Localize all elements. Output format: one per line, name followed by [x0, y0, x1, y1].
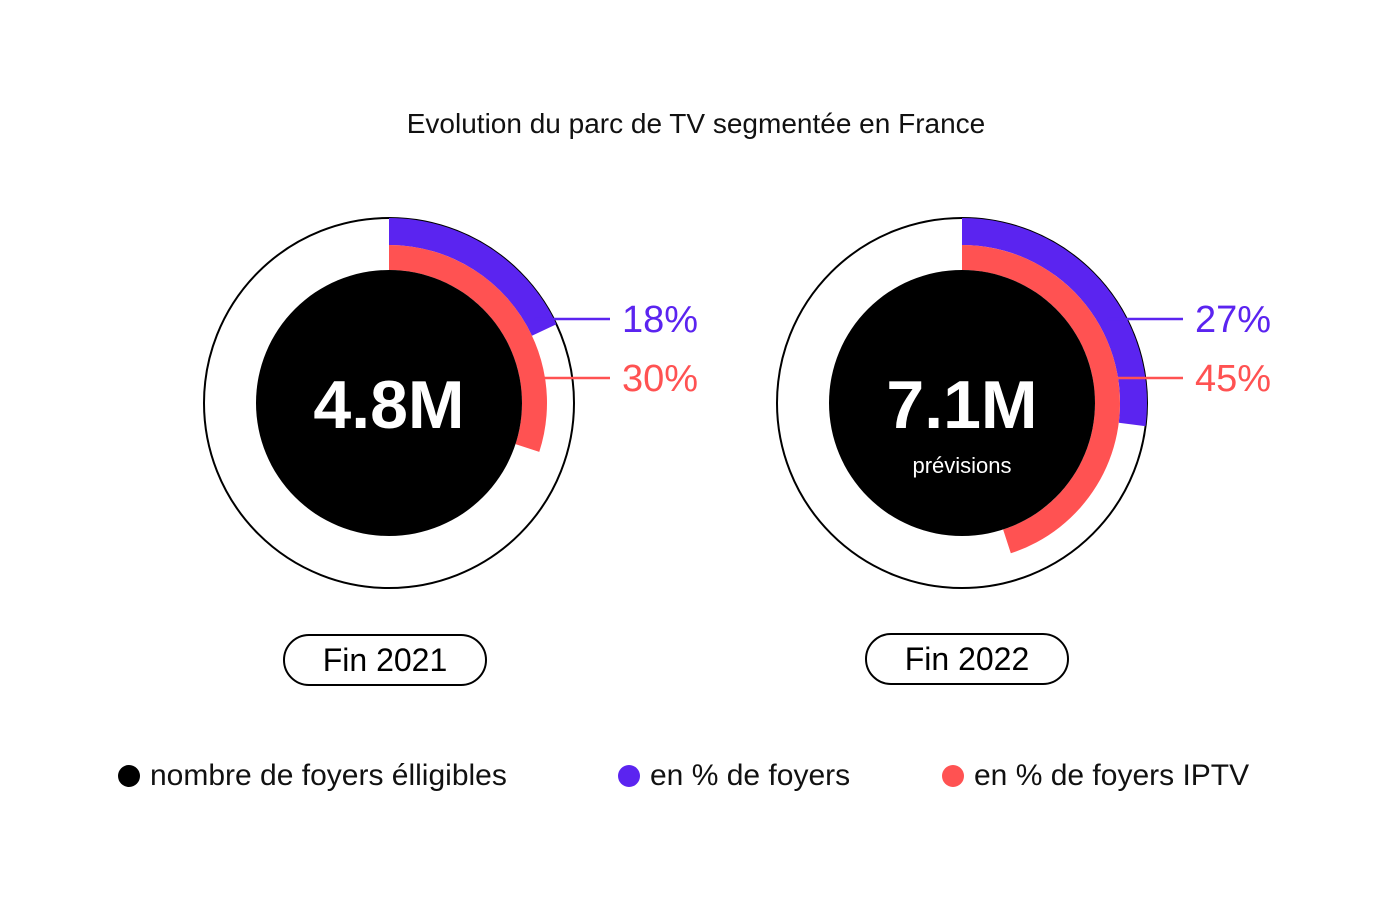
legend-dot-red [942, 765, 964, 787]
arc-share-iptv [962, 245, 1120, 554]
donut-chart-2021: 4.8M 18% 30% [203, 217, 698, 589]
period-label-2022: Fin 2022 [865, 633, 1069, 685]
legend-item-households: nombre de foyers élligibles [118, 756, 507, 796]
share-households-label: 18% [622, 299, 698, 341]
share-households-label: 27% [1195, 299, 1271, 341]
share-iptv-label: 45% [1195, 358, 1271, 400]
legend-label: en % de foyers [650, 759, 851, 792]
households-value: 4.8M [313, 367, 464, 443]
legend-item-share-households: en % de foyers [618, 756, 850, 796]
households-center-disc [256, 270, 522, 536]
legend-label: nombre de foyers élligibles [150, 759, 507, 792]
period-label-2021: Fin 2021 [283, 634, 487, 686]
legend-dot-black [118, 765, 140, 787]
chart-title: Evolution du parc de TV segmentée en Fra… [406, 108, 986, 139]
arc-share-households [389, 218, 557, 336]
legend-dot-purple [618, 765, 640, 787]
legend-label: en % de foyers IPTV [974, 759, 1250, 792]
arc-share-iptv [389, 245, 547, 452]
households-note: prévisions [912, 453, 1011, 478]
legend-item-share-iptv: en % de foyers IPTV [942, 756, 1249, 796]
share-iptv-label: 30% [622, 358, 698, 400]
households-value: 7.1M [886, 367, 1037, 443]
donut-chart-2022: 7.1M prévisions 27% 45% [776, 217, 1271, 589]
arc-share-households [962, 218, 1148, 427]
households-center-disc [829, 270, 1095, 536]
